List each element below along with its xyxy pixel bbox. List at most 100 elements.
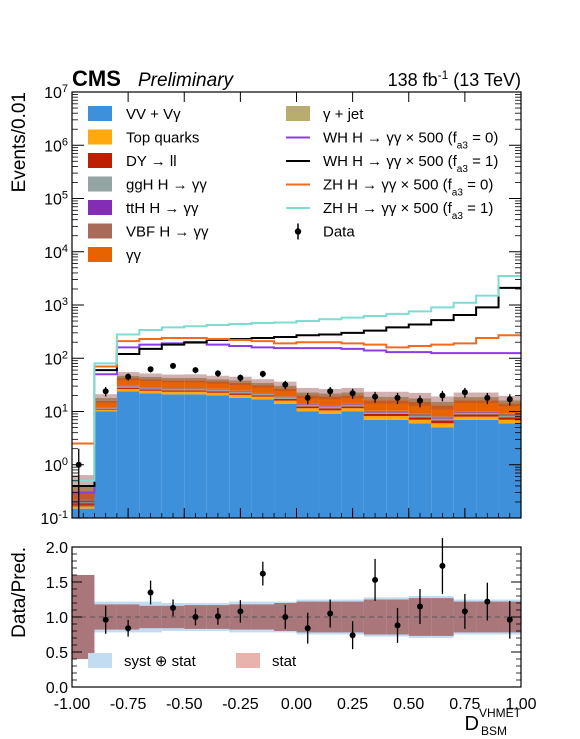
stack-bar-3-bin-1 [72, 503, 95, 506]
stack-bar-3-bin-3 [116, 387, 140, 389]
stack-bar-8-bin-7 [206, 379, 230, 382]
stack-bar-2-bin-11 [296, 408, 319, 412]
x-tick-label-7: 0.50 [393, 696, 424, 713]
stack-bar-2-bin-15 [386, 416, 409, 420]
x-tick-label-6: 0.25 [337, 696, 368, 713]
band-bin-5 [161, 374, 185, 383]
y-tick-label-5: 103 [44, 296, 68, 315]
band-bin-4 [139, 373, 162, 381]
data-point-9 [259, 370, 266, 377]
stack-bar-7-bin-1 [72, 491, 95, 500]
stack-bar-6-bin-3 [116, 385, 140, 387]
stack-bar-3-bin-17 [431, 420, 454, 424]
legend: VV + Vγ Top quarks DY → ll ggH H → γγ ttH H … [88, 106, 498, 264]
signal-line-2 [72, 286, 521, 487]
ratio-legend-swatch-1 [88, 653, 112, 668]
y-tick-label-6: 104 [44, 243, 68, 262]
stack-bar-6-bin-12 [318, 405, 342, 407]
stack-bar-1-bin-4 [139, 393, 162, 518]
stack-bar-2-bin-19 [476, 416, 499, 420]
stack-bar-6-bin-20 [498, 413, 521, 415]
stack-bar-3-bin-9 [251, 395, 275, 397]
legend-label-3: DY → ll [126, 153, 177, 170]
lumi-label: 138 fb-1 (13 TeV) [388, 68, 521, 90]
stack-bar-2-bin-13 [341, 408, 364, 412]
stack-bar-5-bin-16 [408, 414, 432, 416]
band-bin-7 [206, 375, 230, 384]
stack-bar-5-bin-13 [341, 404, 364, 405]
stack-bar-8-bin-2 [94, 398, 117, 401]
stack-bar-2-bin-6 [184, 391, 207, 395]
stack-bar-3-bin-19 [476, 414, 499, 417]
ratio-point-3 [147, 589, 154, 596]
legend-data-marker [294, 228, 302, 235]
stack-bar-2-bin-4 [139, 390, 162, 394]
stack-bar-4-bin-11 [296, 404, 319, 407]
y-tick-label-1: 10-1 [40, 509, 68, 528]
x-tick-label-1: -1.00 [54, 696, 91, 713]
data-point-12 [327, 388, 334, 395]
data-point-20 [506, 396, 513, 403]
ratio-legend-swatch-2 [236, 653, 260, 668]
signal-line-4 [72, 275, 521, 482]
stack-bar-6-bin-18 [453, 411, 477, 413]
stack-bar-1-bin-15 [386, 419, 409, 518]
stack-bar-1-bin-5 [161, 394, 185, 518]
stack-bar-3-bin-4 [139, 389, 162, 391]
stack-bar-2-bin-12 [318, 410, 342, 414]
stack-bar-4-bin-2 [94, 408, 117, 409]
data-point-13 [349, 390, 356, 397]
stack-bar-7-bin-13 [341, 395, 364, 404]
data-point-16 [416, 397, 423, 404]
stack-bar-8-bin-4 [139, 376, 162, 380]
stack-bar-5-bin-20 [498, 414, 521, 416]
ratio-point-7 [237, 608, 244, 615]
stack-bar-2-bin-2 [94, 409, 117, 412]
stack-bar-7-bin-9 [251, 385, 275, 393]
data-point-2 [102, 388, 109, 395]
stack-bar-4-bin-1 [72, 501, 95, 504]
stack-bar-4-bin-10 [274, 397, 297, 399]
stack-bar-3-bin-20 [498, 417, 521, 420]
stack-bar-3-bin-12 [318, 408, 342, 411]
main-panel [71, 91, 522, 519]
ratio-panel [71, 537, 522, 688]
stack-bar-7-bin-19 [476, 400, 499, 412]
stack-bar-4-bin-19 [476, 412, 499, 415]
stack-bar-5-bin-11 [296, 404, 319, 405]
stack-bar-7-bin-10 [274, 388, 297, 397]
stack-bar-6-bin-8 [229, 390, 252, 392]
stack-bar-6-bin-19 [476, 411, 499, 413]
stack-bar-4-bin-15 [386, 412, 409, 414]
stack-bar-3-bin-10 [274, 398, 297, 401]
stack-bar-1-bin-12 [318, 413, 342, 518]
stack-bar-7-bin-20 [498, 403, 521, 414]
ratio-point-12 [349, 632, 356, 639]
stack-bar-3-bin-7 [206, 391, 230, 393]
legend-label-7: γγ [126, 247, 142, 264]
stack-bar-5-bin-17 [431, 417, 454, 419]
stack-bar-4-bin-3 [116, 386, 140, 388]
stack-bar-4-bin-20 [498, 415, 521, 418]
stack-bar-1-bin-10 [274, 403, 297, 518]
ratio-point-11 [327, 610, 334, 617]
ratio-legend-label-2: stat [272, 653, 297, 670]
legend-swatch-1 [88, 106, 112, 121]
ratio-point-9 [282, 614, 289, 620]
ratio-point-2 [125, 625, 132, 632]
stack-bar-7-bin-4 [139, 379, 162, 388]
legend-swatch-8 [286, 106, 310, 121]
stack-bar-6-bin-10 [274, 396, 297, 398]
band-bin-9 [251, 379, 275, 388]
legend-swatch-4 [88, 176, 112, 192]
stack-bar-4-bin-7 [206, 390, 230, 392]
legend-signal-label-2: WH H → γγ × 500 (fa3 = 1) [323, 153, 498, 175]
y-tick-label-2: 100 [44, 456, 68, 475]
stack-bar-1-bin-14 [363, 419, 387, 518]
cms-label: CMS [72, 66, 121, 91]
stack-bar-7-bin-8 [229, 382, 252, 391]
stack-bar-6-bin-17 [431, 416, 454, 418]
band-bin-17 [431, 396, 454, 410]
ratio-point-8 [259, 570, 266, 577]
